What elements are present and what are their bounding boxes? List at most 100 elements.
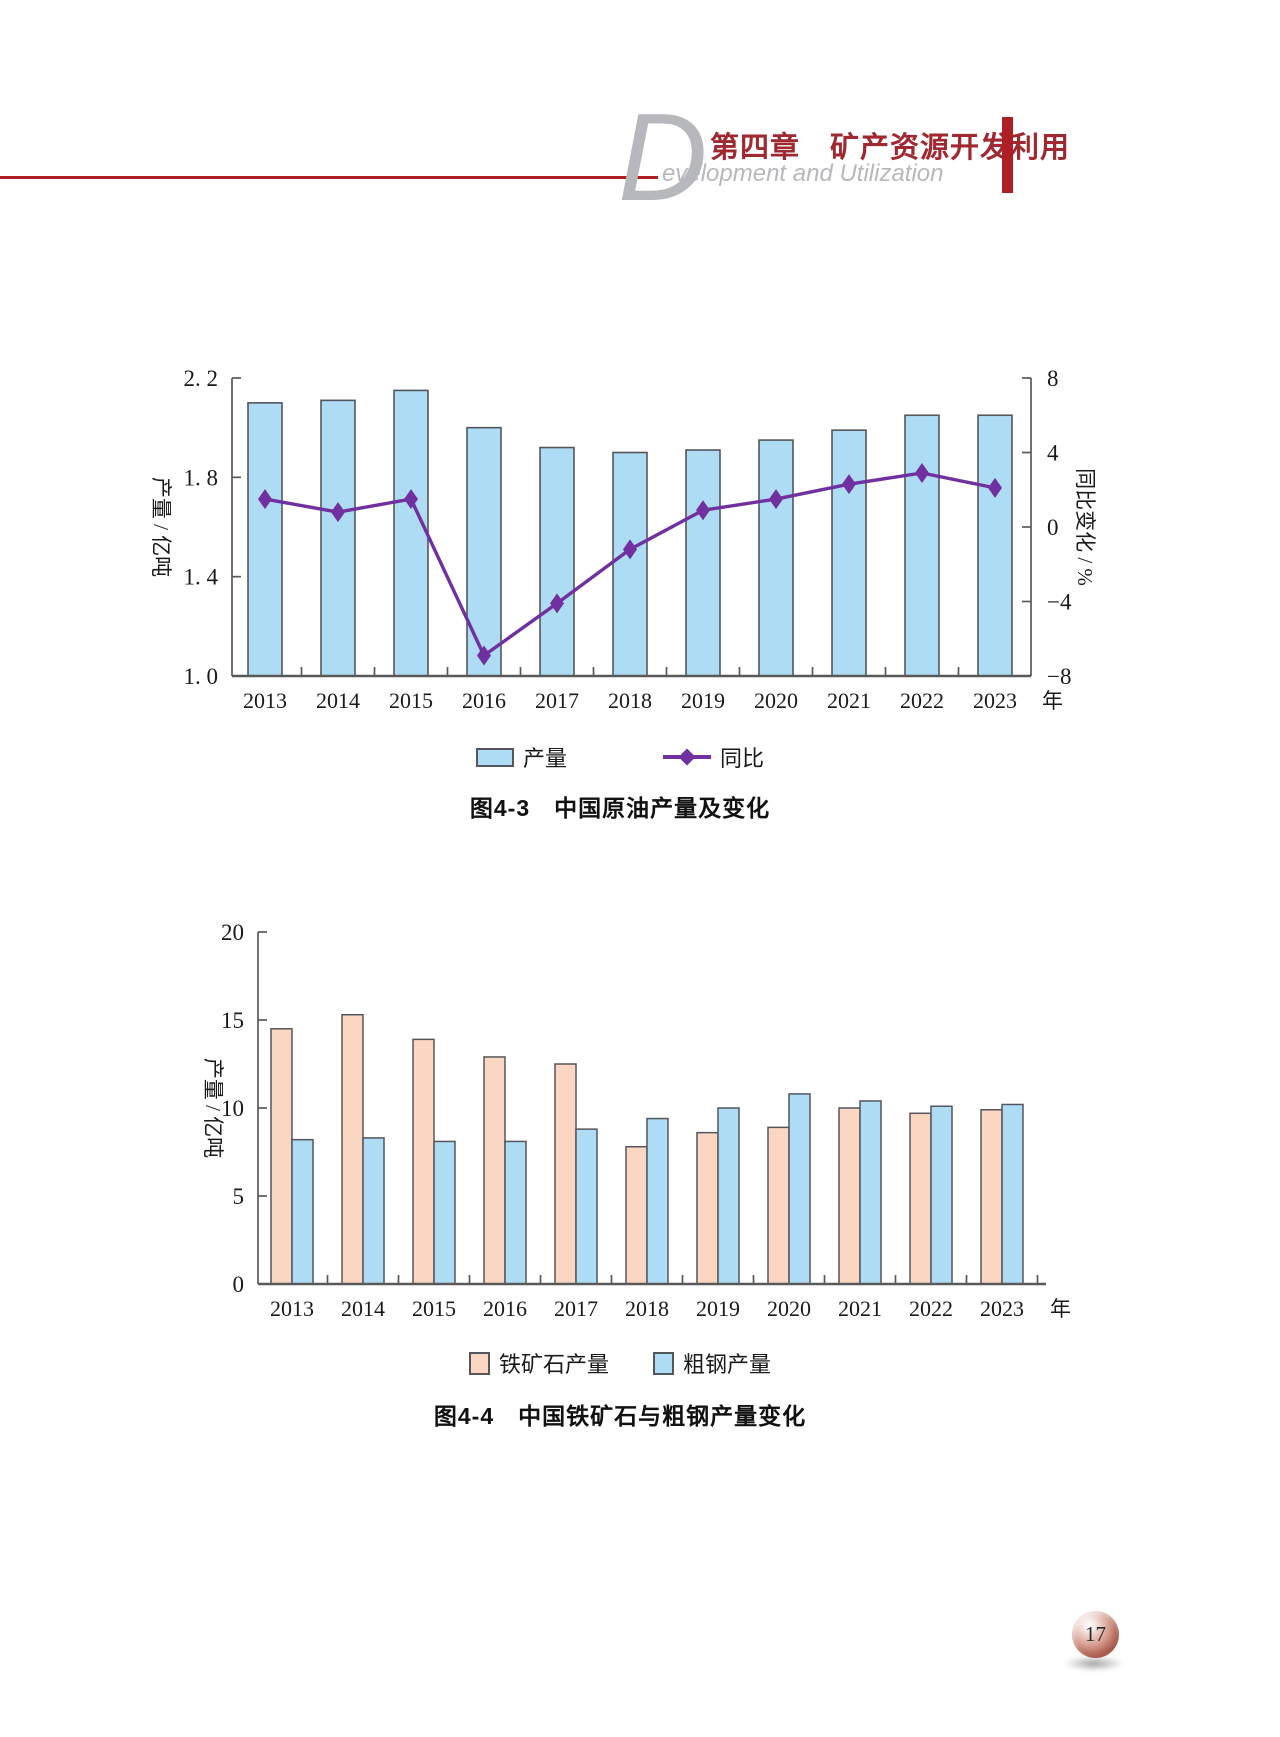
year-label: 2014 [341, 1296, 385, 1321]
year-label: 2017 [554, 1296, 598, 1321]
iron-ore-swatch [468, 1351, 490, 1375]
year-label: 2021 [827, 688, 871, 713]
year-label: 2023 [980, 1296, 1024, 1321]
crude-steel-swatch [653, 1351, 674, 1375]
iron-ore-bar [341, 1013, 364, 1285]
crude-oil-chart: 2. 2 1. 8 1. 4 1. 0 8 4 0 −4 −8 2013 2014 2015 2016 2… [149, 366, 1097, 713]
production-bar-swatch [475, 747, 514, 767]
header-rule [0, 176, 658, 179]
legend-item-iron-ore: 铁矿石产量 [468, 1347, 609, 1379]
iron-ore-bar [625, 1145, 648, 1285]
year-label: 2019 [681, 688, 725, 713]
legend-item-crude-steel: 粗钢产量 [653, 1347, 771, 1379]
legend-label: 产量 [522, 746, 567, 771]
page-number-ball: 17 [1072, 1611, 1119, 1658]
year-label: 2013 [243, 688, 287, 713]
year-label: 2018 [608, 688, 652, 713]
left-tick-label: 15 [221, 1008, 244, 1033]
page-ball-shadow [1064, 1656, 1124, 1671]
iron-ore-bar [696, 1131, 719, 1285]
left-tick-label: 0 [233, 1272, 245, 1297]
yoy-marker [331, 502, 345, 523]
production-bar [320, 399, 356, 677]
iron-ore-bar [483, 1056, 506, 1285]
right-tick-label: −8 [1047, 664, 1071, 689]
year-label: 2019 [696, 1296, 740, 1321]
year-label: 2017 [535, 688, 579, 713]
yoy-marker [696, 500, 710, 521]
production-bar [758, 439, 794, 677]
year-label: 2016 [462, 688, 506, 713]
year-label: 2013 [270, 1296, 314, 1321]
production-bar [831, 429, 867, 677]
yoy-marker [988, 477, 1002, 498]
left-tick-label: 10 [221, 1096, 244, 1121]
page-number: 17 [1085, 1622, 1106, 1646]
crude-steel-bar [646, 1117, 669, 1285]
figure-caption: 图4-4 中国铁矿石与粗钢产量变化 [433, 1403, 807, 1429]
yoy-marker [258, 489, 272, 510]
year-suffix-label: 年 [1042, 689, 1063, 713]
figure-4-4: 20 15 10 5 0 2013 2014 2015 2016 2017 2018 2019 2020… [120, 838, 1120, 1431]
right-tick-label: 8 [1047, 366, 1059, 391]
production-bar [393, 389, 429, 677]
left-tick-label: 1. 4 [184, 565, 219, 590]
year-label: 2015 [412, 1296, 456, 1321]
figure-caption: 图4-3 中国原油产量及变化 [469, 795, 771, 821]
iron-ore-bar [554, 1063, 577, 1285]
chapter-subtitle: evelopment and Utilization [662, 160, 944, 187]
year-label: 2023 [973, 688, 1017, 713]
yoy-marker [915, 462, 929, 483]
header-accent-bar [1002, 117, 1013, 193]
iron-ore-bar [412, 1038, 435, 1285]
iron-ore-bar [838, 1107, 861, 1285]
year-label: 2020 [767, 1296, 811, 1321]
production-bar [539, 446, 575, 677]
legend-label: 同比 [720, 746, 765, 771]
crude-steel-bar [575, 1128, 598, 1285]
production-bar [685, 449, 721, 677]
legend-item-production: 产量 [475, 741, 567, 773]
crude-steel-bar [1001, 1103, 1024, 1285]
left-tick-label: 2. 2 [184, 366, 219, 391]
legend-label: 粗钢产量 [683, 1352, 772, 1377]
chapter-drop-cap: D [618, 89, 708, 227]
yoy-marker [842, 474, 856, 495]
production-bar [904, 414, 940, 677]
crude-steel-bar [859, 1100, 882, 1285]
left-axis-title: 产量 / 亿吨 [149, 477, 173, 577]
production-bar [612, 451, 648, 677]
yoy-marker [550, 593, 564, 614]
iron-ore-bar [909, 1112, 932, 1285]
right-axis-title: 同比变化 / % [1073, 468, 1097, 586]
crude-steel-bar [788, 1093, 811, 1285]
crude-steel-bar [433, 1140, 456, 1285]
crude-steel-bar [362, 1137, 385, 1285]
yoy-marker [477, 645, 491, 666]
crude-steel-bar [717, 1107, 740, 1285]
year-suffix-label: 年 [1050, 1297, 1071, 1321]
year-label: 2016 [483, 1296, 527, 1321]
left-tick-label: 1. 8 [184, 465, 219, 490]
crude-steel-bar [504, 1140, 527, 1285]
diamond-marker-icon [678, 748, 696, 766]
year-label: 2018 [625, 1296, 669, 1321]
iron-ore-bar [270, 1028, 293, 1285]
yoy-marker [623, 539, 637, 560]
year-label: 2021 [838, 1296, 882, 1321]
year-label: 2014 [316, 688, 360, 713]
iron-ore-bar [980, 1109, 1003, 1285]
right-tick-label: 4 [1047, 441, 1059, 466]
legend-label: 铁矿石产量 [498, 1352, 609, 1377]
year-label: 2022 [900, 688, 944, 713]
crude-oil-legend: 产量 同比 [120, 741, 1120, 773]
production-bar [247, 402, 283, 677]
left-tick-label: 20 [221, 920, 244, 945]
production-bar [466, 426, 502, 677]
right-tick-label: 0 [1047, 515, 1059, 540]
crude-steel-bar [930, 1105, 953, 1285]
crude-steel-bar [291, 1138, 314, 1285]
yoy-marker [769, 489, 783, 510]
legend-item-yoy: 同比 [663, 741, 764, 773]
